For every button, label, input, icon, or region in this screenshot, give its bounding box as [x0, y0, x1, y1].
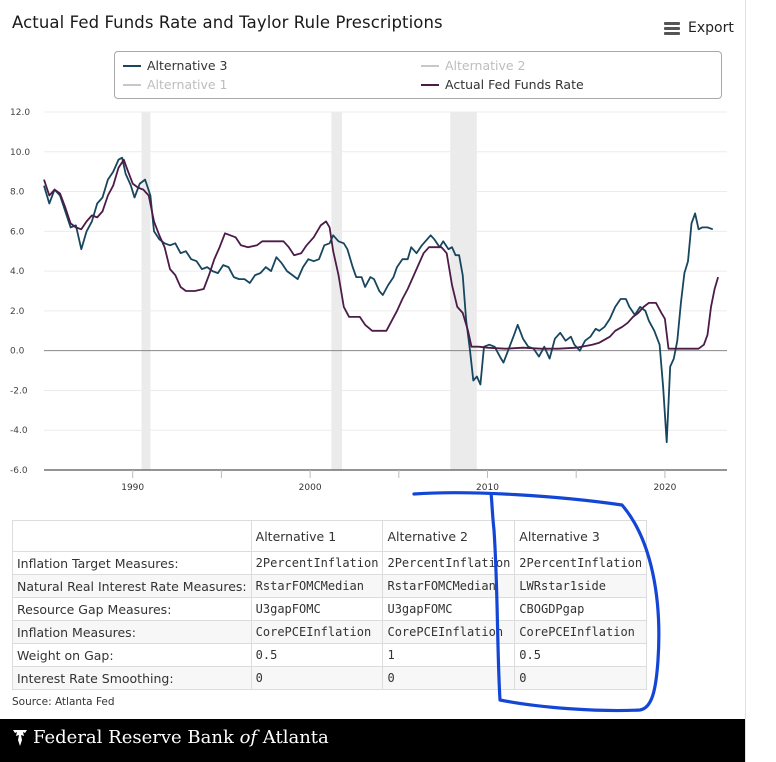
legend-swatch — [123, 83, 141, 86]
table-cell: RstarFOMCMedian — [382, 574, 516, 598]
series-line-actual-fed-funds-rate — [43, 158, 719, 350]
table-cell: 2PercentInflation — [250, 551, 384, 575]
table-cell: 0 — [250, 666, 384, 690]
table-cell: 1 — [382, 643, 516, 667]
table-cell: 0.5 — [250, 643, 384, 667]
table-cell: CorePCEInflation — [514, 620, 648, 644]
chart-plot: 12.0 10.0 8.0 6.0 4.0 2.0 0.0 -2.0 -4.0 -6.0 1990 2… — [10, 108, 727, 493]
export-label: Export — [688, 20, 734, 36]
bank-name: Federal Reserve Bank of Atlanta — [33, 727, 329, 748]
table-cell: CBOGDPgap — [514, 597, 648, 621]
chart-panel: Actual Fed Funds Rate and Taylor Rule Pr… — [0, 0, 746, 762]
legend-item-actual-fed-funds-rate[interactable]: Actual Fed Funds Rate — [421, 77, 584, 92]
table-cell: 2PercentInflation — [382, 551, 516, 575]
table-row-label: Weight on Gap: — [12, 643, 252, 667]
table-row: Interest Rate Smoothing: 0 0 0 — [12, 666, 648, 690]
eagle-logo-icon — [13, 730, 27, 746]
y-tick-label: 6.0 — [10, 227, 25, 237]
chart-title: Actual Fed Funds Rate and Taylor Rule Pr… — [12, 13, 443, 32]
y-tick-label: 0.0 — [10, 347, 25, 357]
y-tick-label: 8.0 — [10, 188, 25, 198]
bank-name-end: Atlanta — [257, 727, 329, 748]
x-tick-label: 1990 — [121, 483, 144, 493]
legend-swatch — [421, 64, 439, 67]
legend-label: Alternative 1 — [147, 77, 228, 92]
table-cell: U3gapFOMC — [382, 597, 516, 621]
table-header-cell: Alternative 1 — [250, 520, 384, 552]
menu-icon — [664, 21, 680, 35]
table-row-label: Inflation Target Measures: — [12, 551, 252, 575]
table-row: Weight on Gap: 0.5 1 0.5 — [12, 643, 648, 667]
bank-name-start: Federal Reserve Bank — [33, 727, 240, 748]
table-row-label: Interest Rate Smoothing: — [12, 666, 252, 690]
legend-item-alternative-2[interactable]: Alternative 2 — [421, 58, 526, 73]
table-header-row: Alternative 1 Alternative 2 Alternative … — [12, 520, 648, 552]
table-cell: RstarFOMCMedian — [250, 574, 384, 598]
legend-label: Alternative 3 — [147, 58, 228, 73]
table-cell: 0 — [514, 666, 648, 690]
table-cell: CorePCEInflation — [250, 620, 384, 644]
legend-item-alternative-1[interactable]: Alternative 1 — [123, 77, 228, 92]
footer-bar: Federal Reserve Bank of Atlanta — [0, 719, 745, 762]
y-tick-label: -4.0 — [10, 426, 28, 436]
table-row: Natural Real Interest Rate Measures: Rst… — [12, 574, 648, 598]
x-tick-label: 2010 — [476, 483, 499, 493]
table-header-cell: Alternative 3 — [514, 520, 648, 552]
y-tick-label: 2.0 — [10, 307, 25, 317]
y-tick-label: 4.0 — [10, 267, 25, 277]
y-tick-label: 10.0 — [10, 148, 30, 158]
table-cell: LWRstar1side — [514, 574, 648, 598]
table-header-cell — [12, 520, 252, 552]
table-cell: 2PercentInflation — [514, 551, 648, 575]
table-row: Inflation Measures: CorePCEInflation Cor… — [12, 620, 648, 644]
x-tick-label: 2000 — [299, 483, 322, 493]
specs-table: Alternative 1 Alternative 2 Alternative … — [12, 520, 648, 690]
table-cell: CorePCEInflation — [382, 620, 516, 644]
table-row: Inflation Target Measures: 2PercentInfla… — [12, 551, 648, 575]
recession-band — [331, 112, 343, 470]
table-cell: 0.5 — [514, 643, 648, 667]
table-row-label: Natural Real Interest Rate Measures: — [12, 574, 252, 598]
chart-legend: Alternative 3 Alternative 2 Alternative … — [114, 51, 722, 99]
legend-label: Alternative 2 — [445, 58, 526, 73]
export-button[interactable]: Export — [664, 20, 734, 36]
bank-name-of: of — [239, 727, 258, 748]
table-row-label: Inflation Measures: — [12, 620, 252, 644]
table-header-cell: Alternative 2 — [382, 520, 516, 552]
table-row-label: Resource Gap Measures: — [12, 597, 252, 621]
legend-swatch — [421, 83, 439, 86]
y-tick-label: -2.0 — [10, 386, 28, 396]
table-cell: U3gapFOMC — [250, 597, 384, 621]
legend-label: Actual Fed Funds Rate — [445, 77, 584, 92]
table-cell: 0 — [382, 666, 516, 690]
legend-item-alternative-3[interactable]: Alternative 3 — [123, 58, 228, 73]
legend-swatch — [123, 64, 141, 67]
table-row: Resource Gap Measures: U3gapFOMC U3gapFO… — [12, 597, 648, 621]
x-tick-label: 2020 — [653, 483, 676, 493]
recession-band — [141, 112, 151, 470]
y-tick-label: 12.0 — [10, 108, 30, 118]
source-note: Source: Atlanta Fed — [12, 696, 115, 708]
y-tick-label: -6.0 — [10, 466, 28, 476]
